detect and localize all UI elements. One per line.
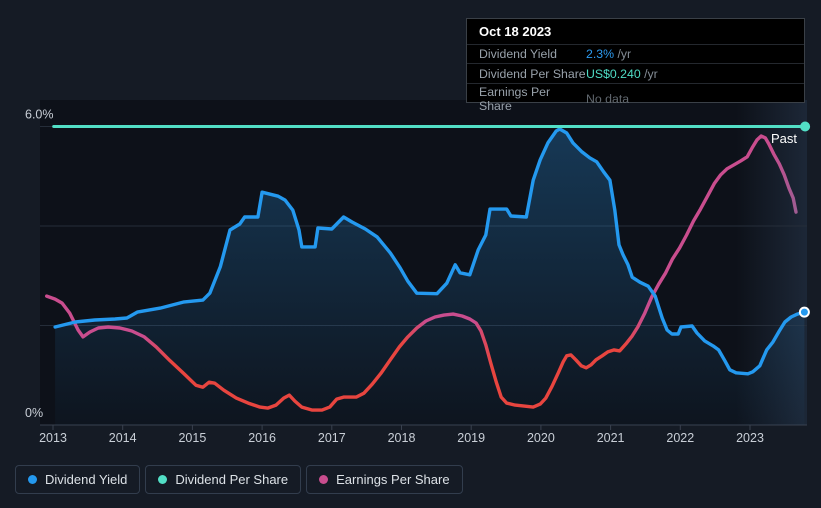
y-tick-label: 6.0% [25, 108, 54, 122]
legend-dot-icon [158, 475, 168, 484]
x-tick-label: 2021 [597, 431, 625, 445]
legend-label: Earnings Per Share [336, 472, 450, 487]
tooltip-value: US$0.240 [586, 66, 641, 81]
legend-dot-icon [319, 475, 329, 484]
dividend-yield-line [53, 127, 807, 376]
dividend-yield-end-dot [798, 306, 810, 318]
tooltip-label: Dividend Yield [479, 47, 557, 62]
x-tick-label: 2020 [527, 431, 555, 445]
legend-item-dividend-yield[interactable]: Dividend Yield [15, 465, 141, 494]
x-axis-ticks [52, 425, 751, 430]
x-tick-label: 2017 [318, 431, 346, 445]
chart-canvas[interactable]: 2013 2014 2015 2016 2017 2018 2019 2020 2021 2022… [0, 0, 821, 455]
tooltip-suffix: /yr [614, 47, 632, 62]
x-tick-label: 2015 [178, 431, 206, 445]
tooltip-date: Oct 18 2023 [479, 24, 552, 39]
tooltip-row-dividend-yield: Dividend Yield 2.3% /yr [467, 44, 804, 63]
tooltip-suffix: /yr [640, 66, 658, 81]
legend-item-dividend-per-share[interactable]: Dividend Per Share [145, 465, 302, 494]
x-tick-label: 2013 [39, 431, 67, 445]
past-label: Past [771, 131, 797, 146]
tooltip-value: 2.3% [586, 47, 615, 62]
chart-tooltip: Oct 18 2023 Dividend Yield 2.3% /yr Divi… [466, 18, 805, 113]
chart-legend: Dividend Yield Dividend Per Share Earnin… [15, 465, 463, 494]
y-axis-labels: 6.0% 0% [25, 108, 54, 421]
legend-dot-icon [28, 475, 37, 484]
x-tick-label: 2023 [736, 431, 764, 445]
x-tick-label: 2016 [248, 431, 276, 445]
series-end-dots [798, 121, 811, 318]
tooltip-label: Earnings Per Share [479, 84, 551, 113]
legend-item-earnings-per-share[interactable]: Earnings Per Share [306, 465, 463, 494]
x-tick-label: 2022 [666, 431, 694, 445]
tooltip-value: No data [586, 91, 630, 106]
dividend-per-share-end-dot [800, 121, 811, 132]
x-axis-labels: 2013 2014 2015 2016 2017 2018 2019 2020 2021 2022… [39, 431, 764, 445]
tooltip-label: Dividend Per Share [479, 66, 586, 81]
tooltip-row-dividend-per-share: Dividend Per Share US$0.240 /yr [467, 63, 804, 82]
tooltip-row-earnings-per-share: Earnings Per Share No data [467, 82, 804, 113]
legend-label: Dividend Per Share [175, 472, 289, 487]
x-tick-label: 2014 [109, 431, 137, 445]
x-tick-label: 2018 [388, 431, 416, 445]
series-lines [45, 125, 807, 412]
earnings-per-share-line [45, 134, 798, 412]
legend-label: Dividend Yield [45, 472, 128, 487]
x-tick-label: 2019 [457, 431, 485, 445]
y-tick-label: 0% [25, 406, 43, 420]
